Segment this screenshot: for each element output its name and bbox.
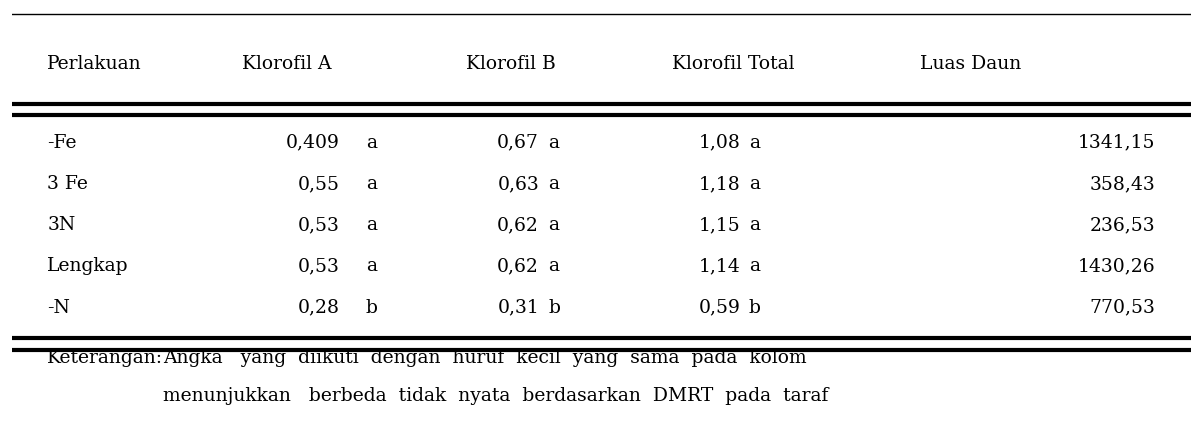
- Text: Keterangan:: Keterangan:: [47, 349, 164, 367]
- Text: -N: -N: [47, 299, 70, 317]
- Text: Perlakuan: Perlakuan: [47, 55, 142, 73]
- Text: a: a: [748, 134, 760, 152]
- Text: 0,62: 0,62: [497, 258, 539, 275]
- Text: 1430,26: 1430,26: [1078, 258, 1156, 275]
- Text: 0,67: 0,67: [497, 134, 539, 152]
- Text: -Fe: -Fe: [47, 134, 77, 152]
- Text: 770,53: 770,53: [1090, 299, 1156, 317]
- Text: a: a: [748, 216, 760, 234]
- Text: 3N: 3N: [47, 216, 76, 234]
- Text: a: a: [366, 216, 377, 234]
- Text: a: a: [366, 175, 377, 193]
- Text: Luas Daun: Luas Daun: [920, 55, 1021, 73]
- Text: a: a: [549, 216, 559, 234]
- Text: 1,08: 1,08: [699, 134, 741, 152]
- Text: 0,53: 0,53: [298, 258, 339, 275]
- Text: 0,31: 0,31: [497, 299, 539, 317]
- Text: a: a: [366, 134, 377, 152]
- Text: 0,59: 0,59: [699, 299, 741, 317]
- Text: 0,63: 0,63: [497, 175, 539, 193]
- Text: 0,28: 0,28: [298, 299, 339, 317]
- Text: 1341,15: 1341,15: [1078, 134, 1156, 152]
- Text: menunjukkan   berbeda  tidak  nyata  berdasarkan  DMRT  pada  taraf: menunjukkan berbeda tidak nyata berdasar…: [162, 387, 829, 405]
- Text: 1,14: 1,14: [699, 258, 741, 275]
- Text: Klorofil A: Klorofil A: [242, 55, 331, 73]
- Text: 236,53: 236,53: [1090, 216, 1156, 234]
- Text: a: a: [748, 175, 760, 193]
- Text: b: b: [549, 299, 561, 317]
- Text: a: a: [366, 258, 377, 275]
- Text: Angka   yang  diikuti  dengan  huruf  kecil  yang  sama  pada  kolom: Angka yang diikuti dengan huruf kecil ya…: [162, 349, 806, 367]
- Text: Lengkap: Lengkap: [47, 258, 129, 275]
- Text: 0,55: 0,55: [298, 175, 339, 193]
- Text: 3 Fe: 3 Fe: [47, 175, 88, 193]
- Text: 358,43: 358,43: [1090, 175, 1156, 193]
- Text: b: b: [748, 299, 760, 317]
- Text: 0,62: 0,62: [497, 216, 539, 234]
- Text: 1,18: 1,18: [699, 175, 741, 193]
- Text: 1,15: 1,15: [699, 216, 741, 234]
- Text: Klorofil B: Klorofil B: [466, 55, 556, 73]
- Text: a: a: [549, 175, 559, 193]
- Text: 0,53: 0,53: [298, 216, 339, 234]
- Text: Klorofil Total: Klorofil Total: [672, 55, 795, 73]
- Text: a: a: [748, 258, 760, 275]
- Text: a: a: [549, 258, 559, 275]
- Text: b: b: [366, 299, 378, 317]
- Text: 0,409: 0,409: [286, 134, 339, 152]
- Text: a: a: [549, 134, 559, 152]
